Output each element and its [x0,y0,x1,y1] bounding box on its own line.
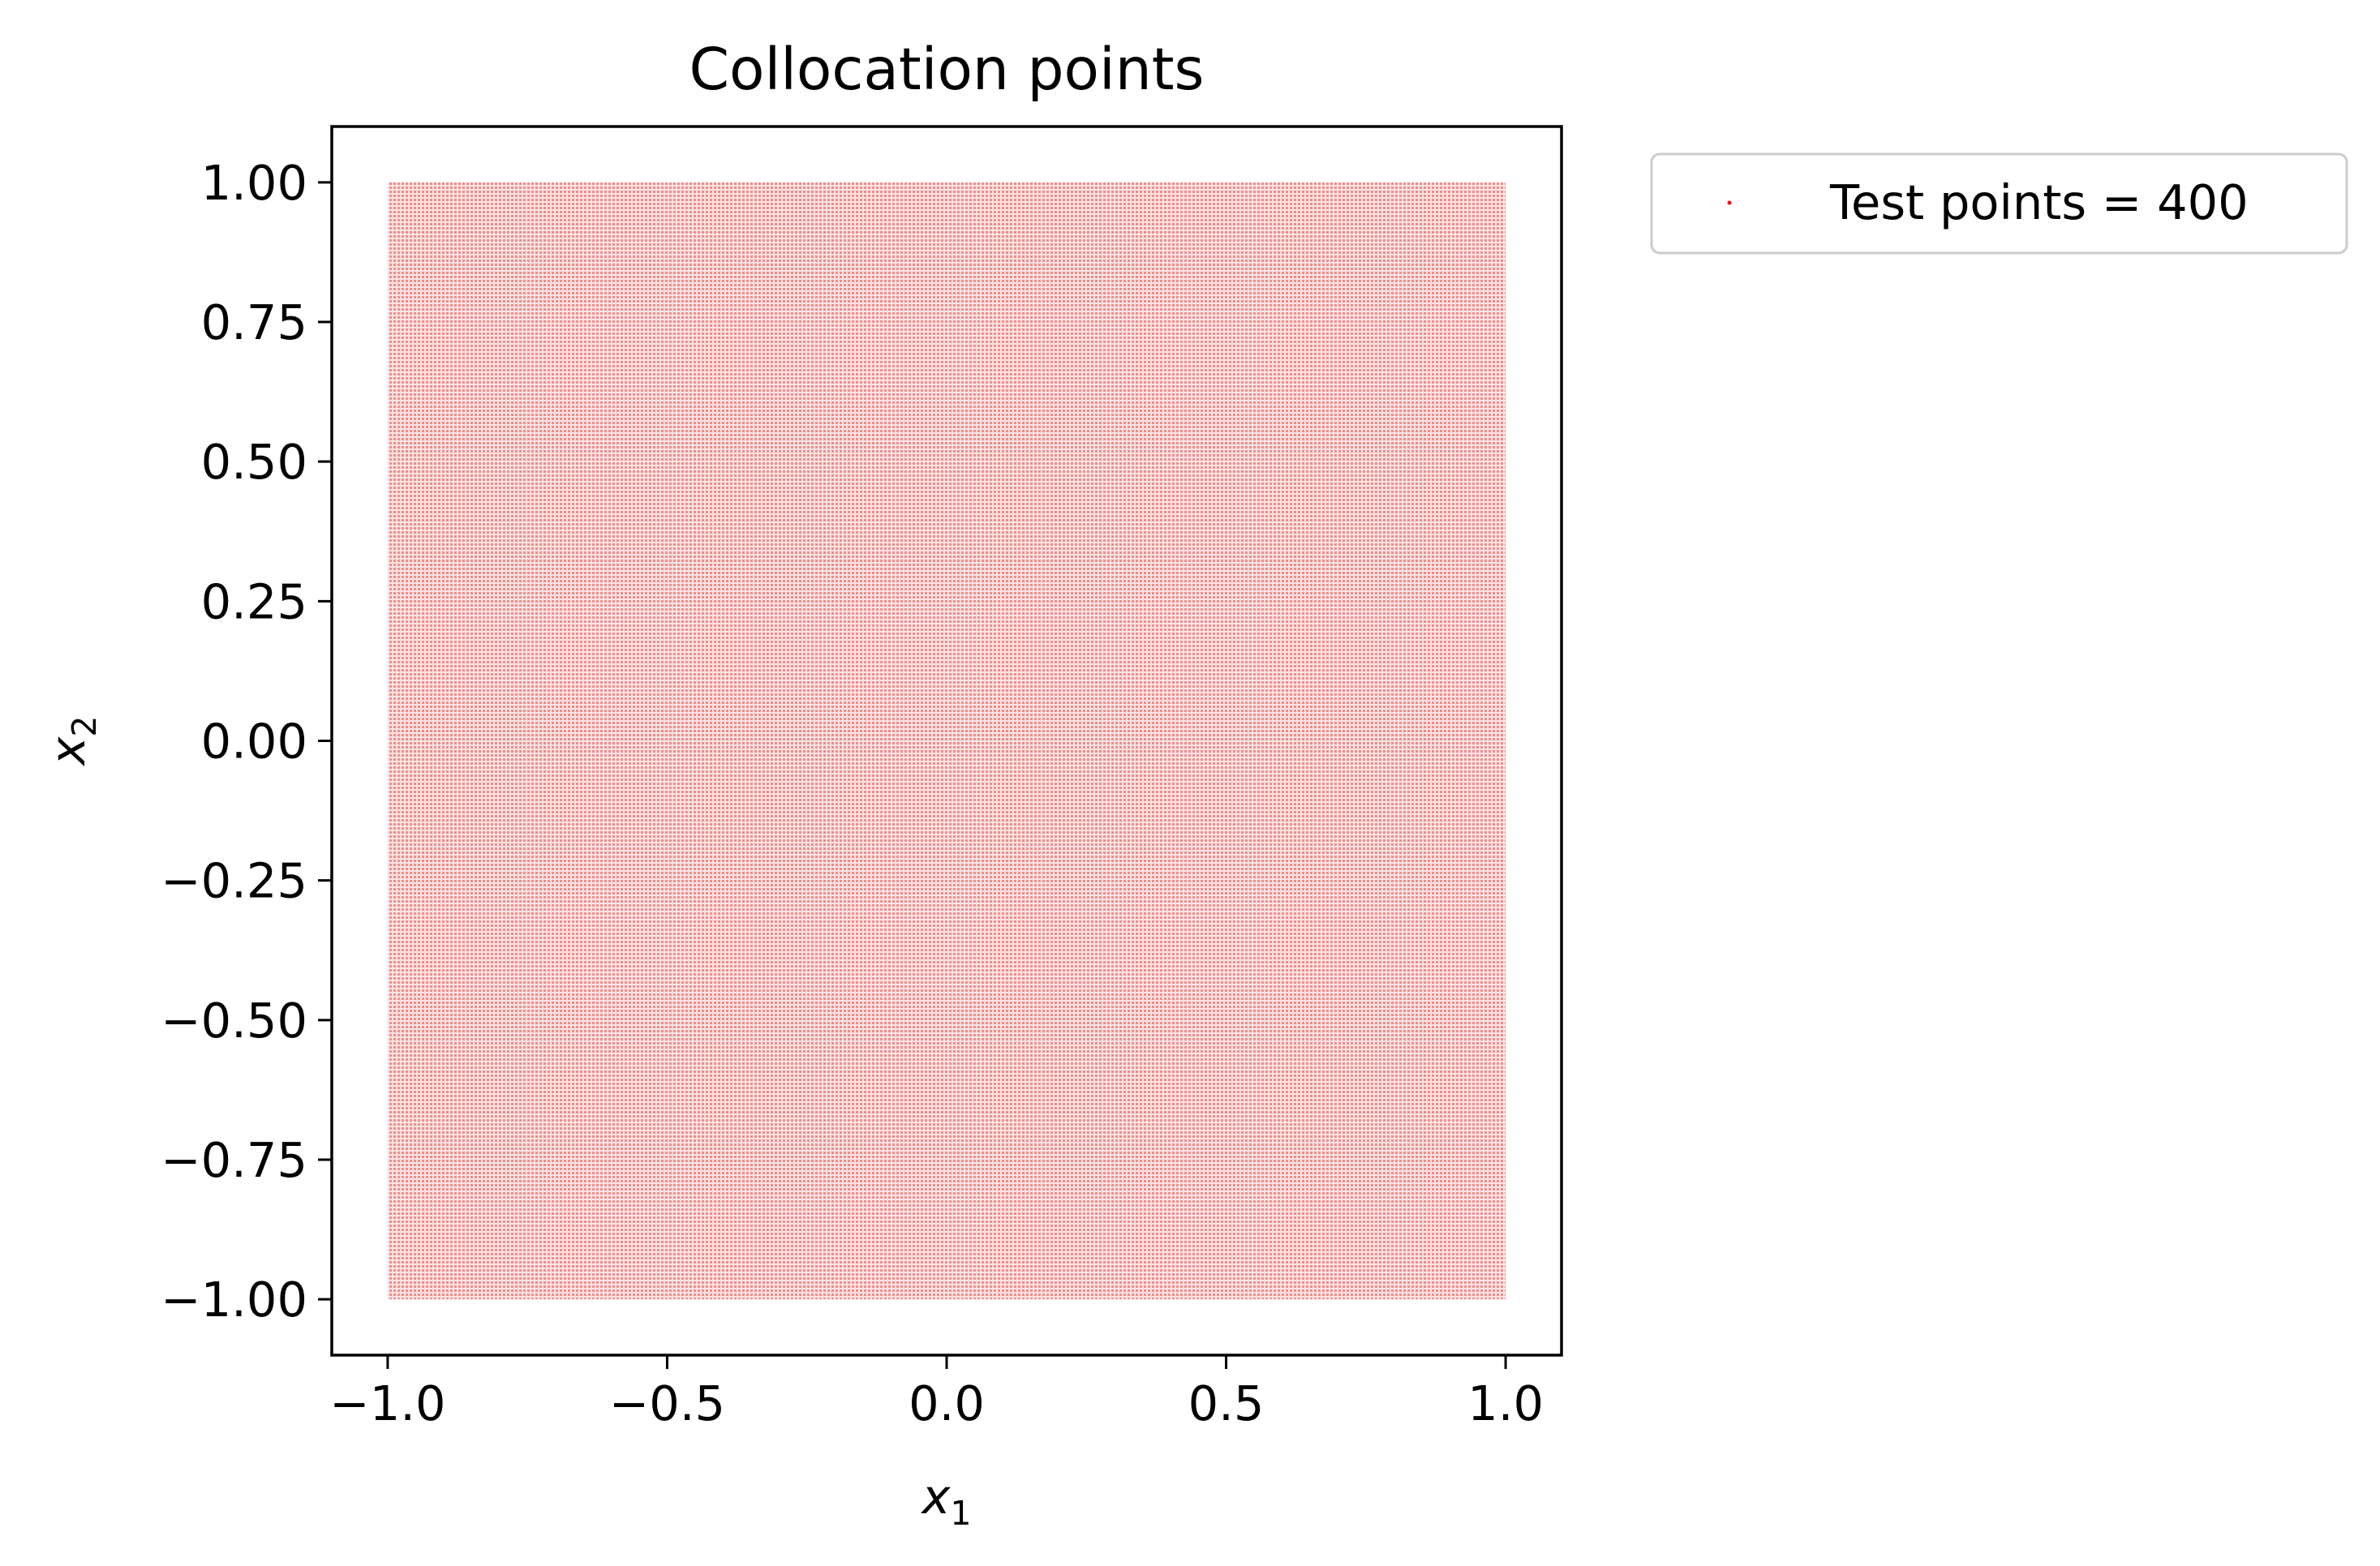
x-tick-label: 1.0 [1467,1375,1544,1431]
y-tick-label: −0.25 [161,853,307,909]
y-tick-label: 0.75 [201,294,307,350]
y-tick-label: 0.50 [201,434,307,490]
legend-marker [1727,200,1732,205]
legend: Test points = 400 [1650,152,2348,255]
x-tick-label: −1.0 [329,1375,445,1431]
scatter-points-layer [387,182,1506,1300]
y-axis-ticks: 1.00 0.75 0.50 0.25 0.00 −0.25 −0.50 −0.75 −1.00 [161,155,332,1328]
y-tick-label: −0.75 [161,1132,307,1188]
x-axis-ticks: −1.0 −0.5 0.0 0.5 1.0 [329,1355,1544,1431]
x-axis-label: x1 [920,1469,971,1533]
y-tick-label: 0.00 [201,714,307,770]
y-axis-label: x2 [40,715,104,766]
y-tick-label: −0.50 [161,993,307,1049]
y-tick-label: −1.00 [161,1272,307,1328]
y-tick-label: 1.00 [201,155,307,211]
x-tick-label: 0.5 [1188,1375,1265,1431]
y-tick-label: 0.25 [201,573,307,629]
legend-label: Test points = 400 [1829,174,2249,230]
x-tick-label: −0.5 [609,1375,725,1431]
legend-box [1650,152,2348,255]
x-tick-label: 0.0 [909,1375,985,1431]
chart-title: Collocation points [689,36,1204,103]
scatter-points-series-0 [387,182,1506,1300]
